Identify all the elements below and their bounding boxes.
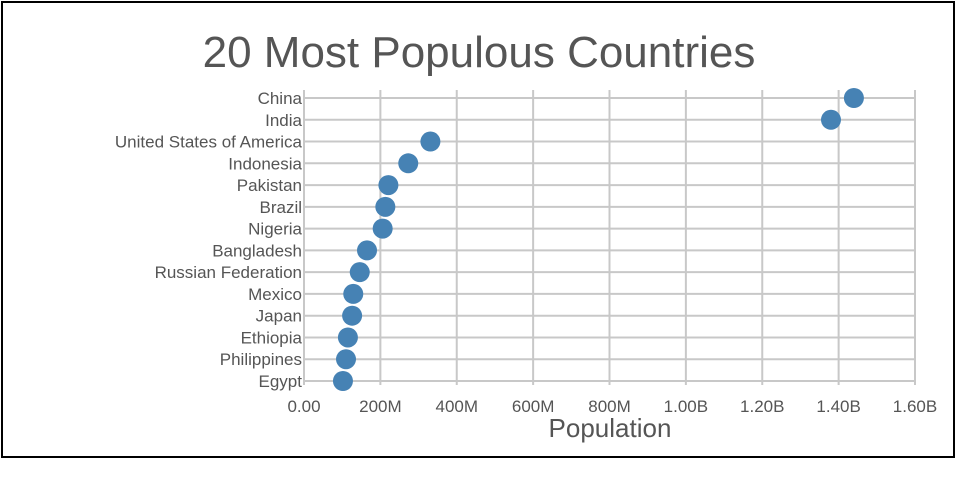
x-tick-label: 800M (588, 397, 631, 416)
data-point (420, 131, 441, 152)
x-tick-label: 200M (359, 397, 402, 416)
data-point (337, 327, 358, 348)
category-label: Ethiopia (241, 328, 303, 347)
category-label: United States of America (115, 133, 303, 152)
category-label: Brazil (259, 198, 302, 217)
category-label: Russian Federation (155, 263, 302, 282)
category-label: India (265, 111, 302, 130)
category-label: Bangladesh (212, 241, 302, 260)
x-tick-label: 1.60B (893, 397, 937, 416)
x-tick-labels: 0.00 200M 400M 600M 800M 1.00B 1.20B 1.40B 1.60B (287, 397, 937, 416)
chart-frame: 20 Most Populous Countries China India Uni… (1, 1, 955, 458)
category-label: Pakistan (237, 176, 302, 195)
data-point (820, 109, 841, 130)
x-tick-label: 0.00 (287, 397, 320, 416)
data-point (357, 240, 378, 261)
x-tick-label: 400M (435, 397, 478, 416)
data-point (375, 196, 396, 217)
x-tick-label: 1.40B (816, 397, 860, 416)
chart-title: 20 Most Populous Countries (203, 28, 756, 77)
dot-plot-chart: 20 Most Populous Countries China India Uni… (115, 28, 937, 443)
category-label: Egypt (259, 372, 303, 391)
data-point (398, 153, 419, 174)
data-point (378, 175, 399, 196)
category-label: Indonesia (228, 154, 302, 173)
x-tick-label: 1.00B (664, 397, 708, 416)
data-point (372, 218, 393, 239)
data-point (332, 371, 353, 391)
category-label: China (258, 89, 303, 108)
x-tick-label: 600M (512, 397, 555, 416)
grid-lines (303, 90, 916, 385)
data-points (332, 88, 864, 391)
data-point (336, 349, 357, 370)
data-point (843, 88, 864, 108)
category-label: Nigeria (248, 220, 302, 239)
data-point (349, 262, 370, 283)
x-tick-label: 1.20B (740, 397, 784, 416)
category-labels: China India United States of America Indone… (115, 89, 303, 391)
category-label: Philippines (220, 350, 302, 369)
category-label: Japan (256, 307, 302, 326)
data-point (343, 283, 364, 304)
category-label: Mexico (248, 285, 302, 304)
x-axis-title: Population (549, 413, 672, 443)
data-point (342, 305, 363, 326)
